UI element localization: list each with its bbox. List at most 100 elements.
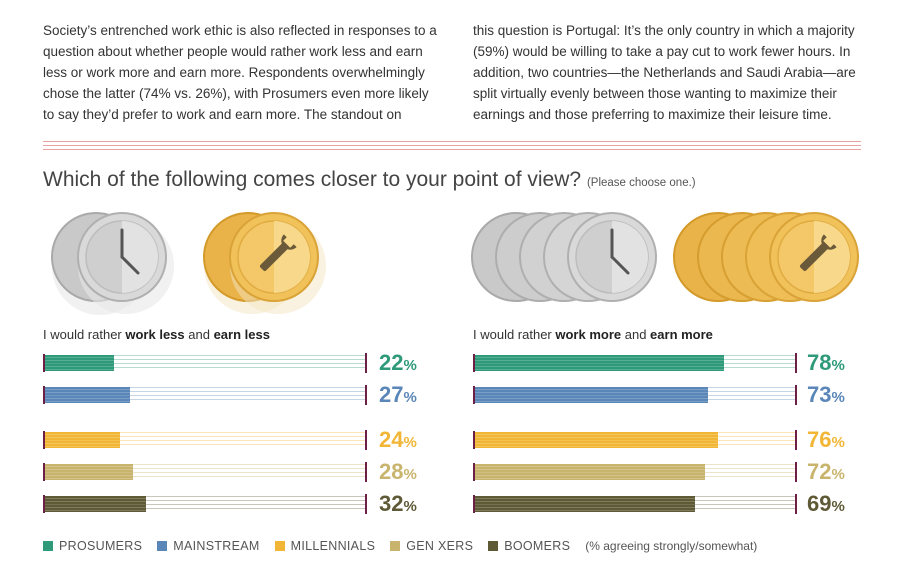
question-note: (Please choose one.) [586,177,696,189]
bar-end-marker [365,494,367,514]
bar-end-marker [795,494,797,514]
data-label-unit: % [403,357,417,374]
data-label-value: 73 [807,382,832,407]
data-label-unit: % [831,389,845,406]
caption-emphasis: work less [125,327,185,342]
legend-label: GEN XERS [406,539,474,553]
data-label-value: 24 [379,427,404,452]
bar-track-mainstream [43,385,367,405]
bar-start-marker [43,431,45,449]
caption-text: and [184,327,214,342]
bar-prosumers [473,355,725,371]
bar-start-marker [43,495,45,513]
bar-gen-xers [43,464,134,480]
bar-mainstream [43,387,130,403]
data-label-value: 69 [807,491,832,516]
work-less-coins [51,212,326,315]
bar-track-gen-xers [43,462,367,482]
bar-end-marker [795,430,797,450]
wrench-icon [203,212,326,314]
caption-text: I would rather [473,327,556,342]
bar-end-marker [365,353,367,373]
legend-item-millennials: MILLENNIALS [274,539,376,553]
clock-icon [471,212,657,302]
legend-item-mainstream: MAINSTREAM [157,539,259,553]
wrench-icon [673,212,859,302]
caption-text: I would rather [43,327,126,342]
bar-background [43,432,365,448]
bar-end-marker [365,385,367,405]
data-label-unit: % [403,466,417,483]
data-label-unit: % [831,357,845,374]
data-label-unit: % [831,498,845,515]
bar-start-marker [43,354,45,372]
question-title: Which of the following comes closer to y… [43,168,582,191]
legend-item-boomers: BOOMERS [488,539,570,553]
legend-label: PROSUMERS [59,539,143,553]
data-label-value: 27 [379,382,404,407]
caption-emphasis: earn less [213,327,270,342]
data-label-value: 28 [379,459,404,484]
bar-end-marker [365,430,367,450]
data-label-prosumers: 78% [807,350,845,376]
caption-text: and [621,327,651,342]
divider-rule [43,149,861,150]
legend-note: (% agreeing strongly/somewhat) [585,539,758,553]
data-label-value: 76 [807,427,832,452]
bar-start-marker [473,354,475,372]
data-label-unit: % [831,466,845,483]
legend-swatch [390,541,401,551]
chart-title-work-less: I would rather work less and earn less [43,327,270,342]
data-label-value: 72 [807,459,832,484]
bar-mainstream [473,387,709,403]
divider-rule [43,141,861,142]
bar-background [43,355,365,371]
legend-swatch [43,541,53,551]
caption-emphasis: earn more [650,327,713,342]
bar-gen-xers [473,464,705,480]
question-heading: Which of the following comes closer to y… [43,168,696,192]
legend-swatch [157,541,168,551]
data-label-mainstream: 73% [807,382,845,408]
bar-start-marker [473,431,475,449]
bar-start-marker [43,386,45,404]
legend-item-gen-xers: GEN XERS [390,539,473,553]
data-label-unit: % [403,498,417,515]
data-label-value: 22 [379,350,404,375]
data-label-millennials: 24% [379,427,417,453]
bar-end-marker [795,462,797,482]
bar-end-marker [795,385,797,405]
bar-track-boomers [43,494,367,514]
bar-end-marker [795,353,797,373]
legend-label: BOOMERS [504,539,571,553]
legend: PROSUMERS MAINSTREAM MILLENNIALS GEN XERS BO… [43,539,757,553]
data-label-value: 78 [807,350,832,375]
bar-track-millennials [473,430,797,450]
bar-track-prosumers [43,353,367,373]
legend-item-prosumers: PROSUMERS [43,539,142,553]
data-label-gen-xers: 28% [379,459,417,485]
intro-paragraph-left: Society’s entrenched work ethic is also … [43,23,437,122]
data-label-boomers: 32% [379,491,417,517]
caption-emphasis: work more [555,327,622,342]
bar-track-mainstream [473,385,797,405]
bar-track-prosumers [473,353,797,373]
bar-millennials [473,432,718,448]
data-label-mainstream: 27% [379,382,417,408]
data-label-prosumers: 22% [379,350,417,376]
bar-millennials [43,432,121,448]
clock-icon [51,212,174,315]
bar-start-marker [43,463,45,481]
work-more-coins [471,212,859,302]
bar-track-gen-xers [473,462,797,482]
bar-track-millennials [43,430,367,450]
bar-prosumers [43,355,114,371]
bar-boomers [473,496,696,512]
bar-end-marker [365,462,367,482]
bar-start-marker [473,463,475,481]
data-label-unit: % [403,389,417,406]
bar-track-boomers [473,494,797,514]
legend-swatch [274,541,285,551]
data-label-boomers: 69% [807,491,845,517]
bar-start-marker [473,495,475,513]
